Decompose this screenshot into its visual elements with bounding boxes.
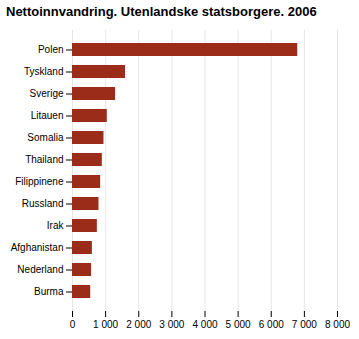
- svg-text:Tyskland: Tyskland: [24, 66, 63, 77]
- svg-text:Russland: Russland: [22, 198, 64, 209]
- svg-text:Sverige: Sverige: [30, 88, 64, 99]
- svg-text:6 000: 6 000: [259, 319, 284, 330]
- svg-text:Irak: Irak: [47, 220, 65, 231]
- svg-text:Polen: Polen: [38, 44, 64, 55]
- svg-text:0: 0: [70, 319, 76, 330]
- svg-text:Burma: Burma: [34, 286, 64, 297]
- svg-text:Litauen: Litauen: [31, 110, 64, 121]
- svg-text:Nederland: Nederland: [17, 264, 63, 275]
- svg-text:Filippinene: Filippinene: [15, 176, 64, 187]
- svg-text:1 000: 1 000: [93, 319, 118, 330]
- svg-text:Thailand: Thailand: [25, 154, 63, 165]
- svg-text:2 000: 2 000: [126, 319, 151, 330]
- svg-text:4 000: 4 000: [192, 319, 217, 330]
- svg-text:5 000: 5 000: [226, 319, 251, 330]
- svg-text:Somalia: Somalia: [27, 132, 64, 143]
- svg-text:7 000: 7 000: [292, 319, 317, 330]
- svg-text:8 000: 8 000: [325, 319, 350, 330]
- svg-text:3 000: 3 000: [159, 319, 184, 330]
- svg-text:Afghanistan: Afghanistan: [11, 242, 64, 253]
- html-text:Nettoinnvandring. Utenlandske: Nettoinnvandring. Utenlandske statsborge…: [6, 4, 317, 19]
